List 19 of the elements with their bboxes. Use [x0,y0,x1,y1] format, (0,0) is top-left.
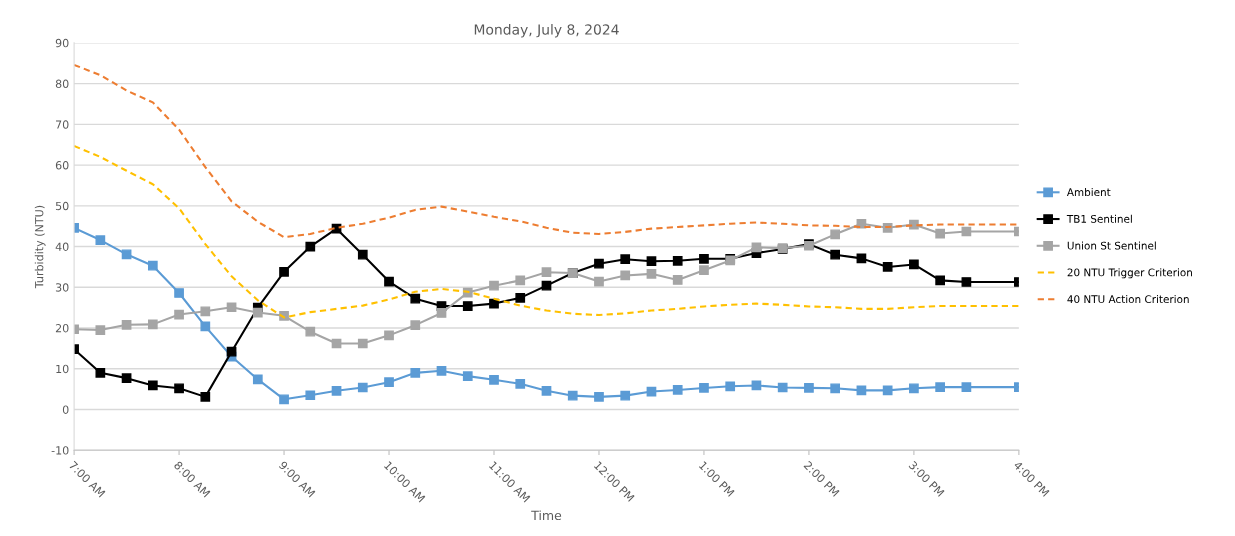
legend-label: 40 NTU Action Criterion [1067,295,1189,304]
y-tick-label: -10 [51,446,69,455]
legend-label: 20 NTU Trigger Criterion [1067,268,1192,279]
y-tick-label: 50 [55,201,69,211]
y-tick-label: 20 [55,324,69,333]
y-tick-label: 40 [55,242,69,251]
y-tick-label: 30 [55,283,69,292]
y-tick-label: 70 [56,120,69,129]
y-tick-label: 90 [55,38,69,48]
legend-label: TB1 Sentinel [1066,214,1132,223]
y-tick-label: 80 [55,79,69,88]
y-axis-title: Turbidity (NTU) [34,205,46,289]
chart-title: Monday, July 8, 2024 [474,23,619,38]
y-tick-label: 0 [62,405,69,414]
legend-label: Ambient [1066,188,1111,197]
legend-label: Union St Sentinel [1067,241,1156,250]
y-tick-label: 60 [55,161,69,170]
y-tick-label: 10 [56,364,69,374]
x-axis-title: Time [531,510,562,521]
